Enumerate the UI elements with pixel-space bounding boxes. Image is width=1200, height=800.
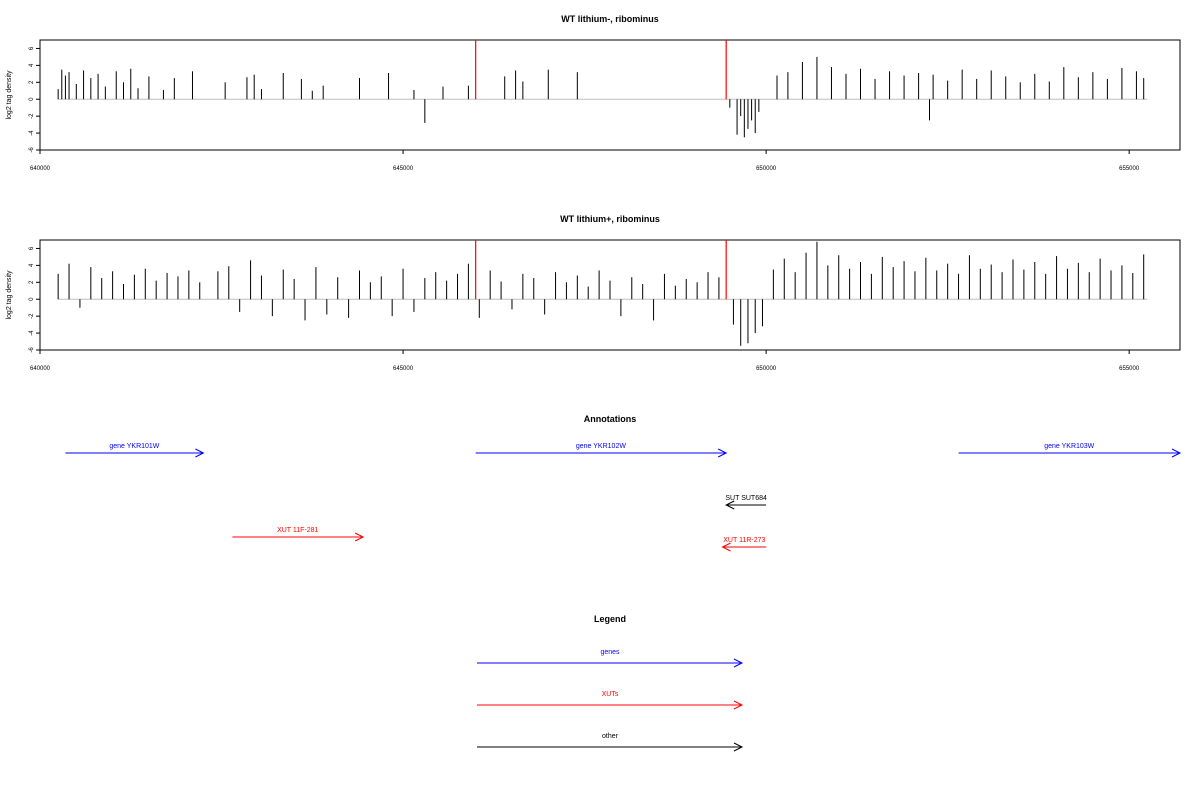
- y-tick-label: -2: [29, 313, 35, 319]
- y-tick-label: -6: [29, 147, 35, 153]
- x-tick-label: 650000: [756, 366, 777, 372]
- coverage-bars: [57, 56, 1148, 138]
- y-tick-label: -2: [29, 113, 35, 119]
- legend-label: genes: [600, 649, 620, 656]
- x-tick-label: 650000: [756, 166, 777, 172]
- plot-frame: [39, 39, 1181, 151]
- x-axis: 640000 645000 650000 655000: [30, 150, 1140, 172]
- plot-frame: [39, 239, 1181, 351]
- x-tick-label: 655000: [1119, 166, 1140, 172]
- annotation-label: XUT 11F-281: [277, 527, 318, 534]
- legend-panel: Legend genes XUTs other: [477, 614, 744, 752]
- y-axis-label: log2 tag density: [6, 270, 13, 320]
- y-axis: -6 -4 -2 0 2 4 6: [29, 46, 40, 153]
- legend-entries: genes XUTs other: [477, 649, 744, 752]
- annotation-label: SUT SUT684: [725, 495, 767, 502]
- annotation-label: gene YKR102W: [576, 443, 626, 450]
- marker-lines: [475, 40, 727, 100]
- legend-title: Legend: [594, 614, 626, 624]
- coverage-bars: [57, 241, 1148, 346]
- annotation-arrow: [958, 448, 1182, 458]
- annotation-arrow: [475, 448, 728, 458]
- x-tick-label: 645000: [393, 366, 414, 372]
- x-axis: 640000 645000 650000 655000: [30, 350, 1140, 372]
- annotation-arrow: [721, 542, 767, 552]
- track-panel-lithium-plus: WT lithium+, ribominus log2 tag density …: [6, 214, 1181, 372]
- y-tick-label: 0: [29, 297, 35, 301]
- marker-lines: [475, 240, 727, 300]
- x-tick-label: 645000: [393, 166, 414, 172]
- y-tick-label: 4: [29, 263, 35, 267]
- x-tick-label: 655000: [1119, 366, 1140, 372]
- annotation-arrow: [725, 500, 767, 510]
- y-tick-label: 6: [29, 246, 35, 250]
- annotation-label: gene YKR103W: [1044, 443, 1094, 450]
- x-tick-label: 640000: [30, 166, 51, 172]
- y-tick-label: 2: [29, 80, 35, 84]
- y-axis-label: log2 tag density: [6, 70, 13, 120]
- y-tick-label: -4: [29, 130, 35, 136]
- annotation-label: gene YKR101W: [109, 443, 159, 450]
- annotation-features: gene YKR101W gene YKR102W gene YKR103W SUT …: [65, 443, 1182, 552]
- legend-arrow: [477, 742, 744, 752]
- legend-label: other: [602, 733, 619, 740]
- legend-arrow: [477, 658, 744, 668]
- y-tick-label: -4: [29, 330, 35, 336]
- annotation-label: XUT 11R-273: [723, 537, 765, 544]
- annotation-arrow: [232, 532, 365, 542]
- y-tick-label: -6: [29, 347, 35, 353]
- y-tick-label: 6: [29, 46, 35, 50]
- track-panel-lithium-minus: WT lithium-, ribominus log2 tag density …: [6, 14, 1181, 172]
- legend-arrow: [477, 700, 744, 710]
- chart-title: WT lithium-, ribominus: [561, 14, 659, 24]
- y-tick-label: 0: [29, 97, 35, 101]
- y-axis: -6 -4 -2 0 2 4 6: [29, 246, 40, 353]
- annotations-title: Annotations: [584, 414, 637, 424]
- legend-label: XUTs: [602, 691, 619, 698]
- x-tick-label: 640000: [30, 366, 51, 372]
- annotation-arrow: [65, 448, 205, 458]
- annotations-panel: Annotations gene YKR101W gene YKR102W gene…: [65, 414, 1182, 552]
- y-tick-label: 4: [29, 63, 35, 67]
- chart-title: WT lithium+, ribominus: [560, 214, 660, 224]
- y-tick-label: 2: [29, 280, 35, 284]
